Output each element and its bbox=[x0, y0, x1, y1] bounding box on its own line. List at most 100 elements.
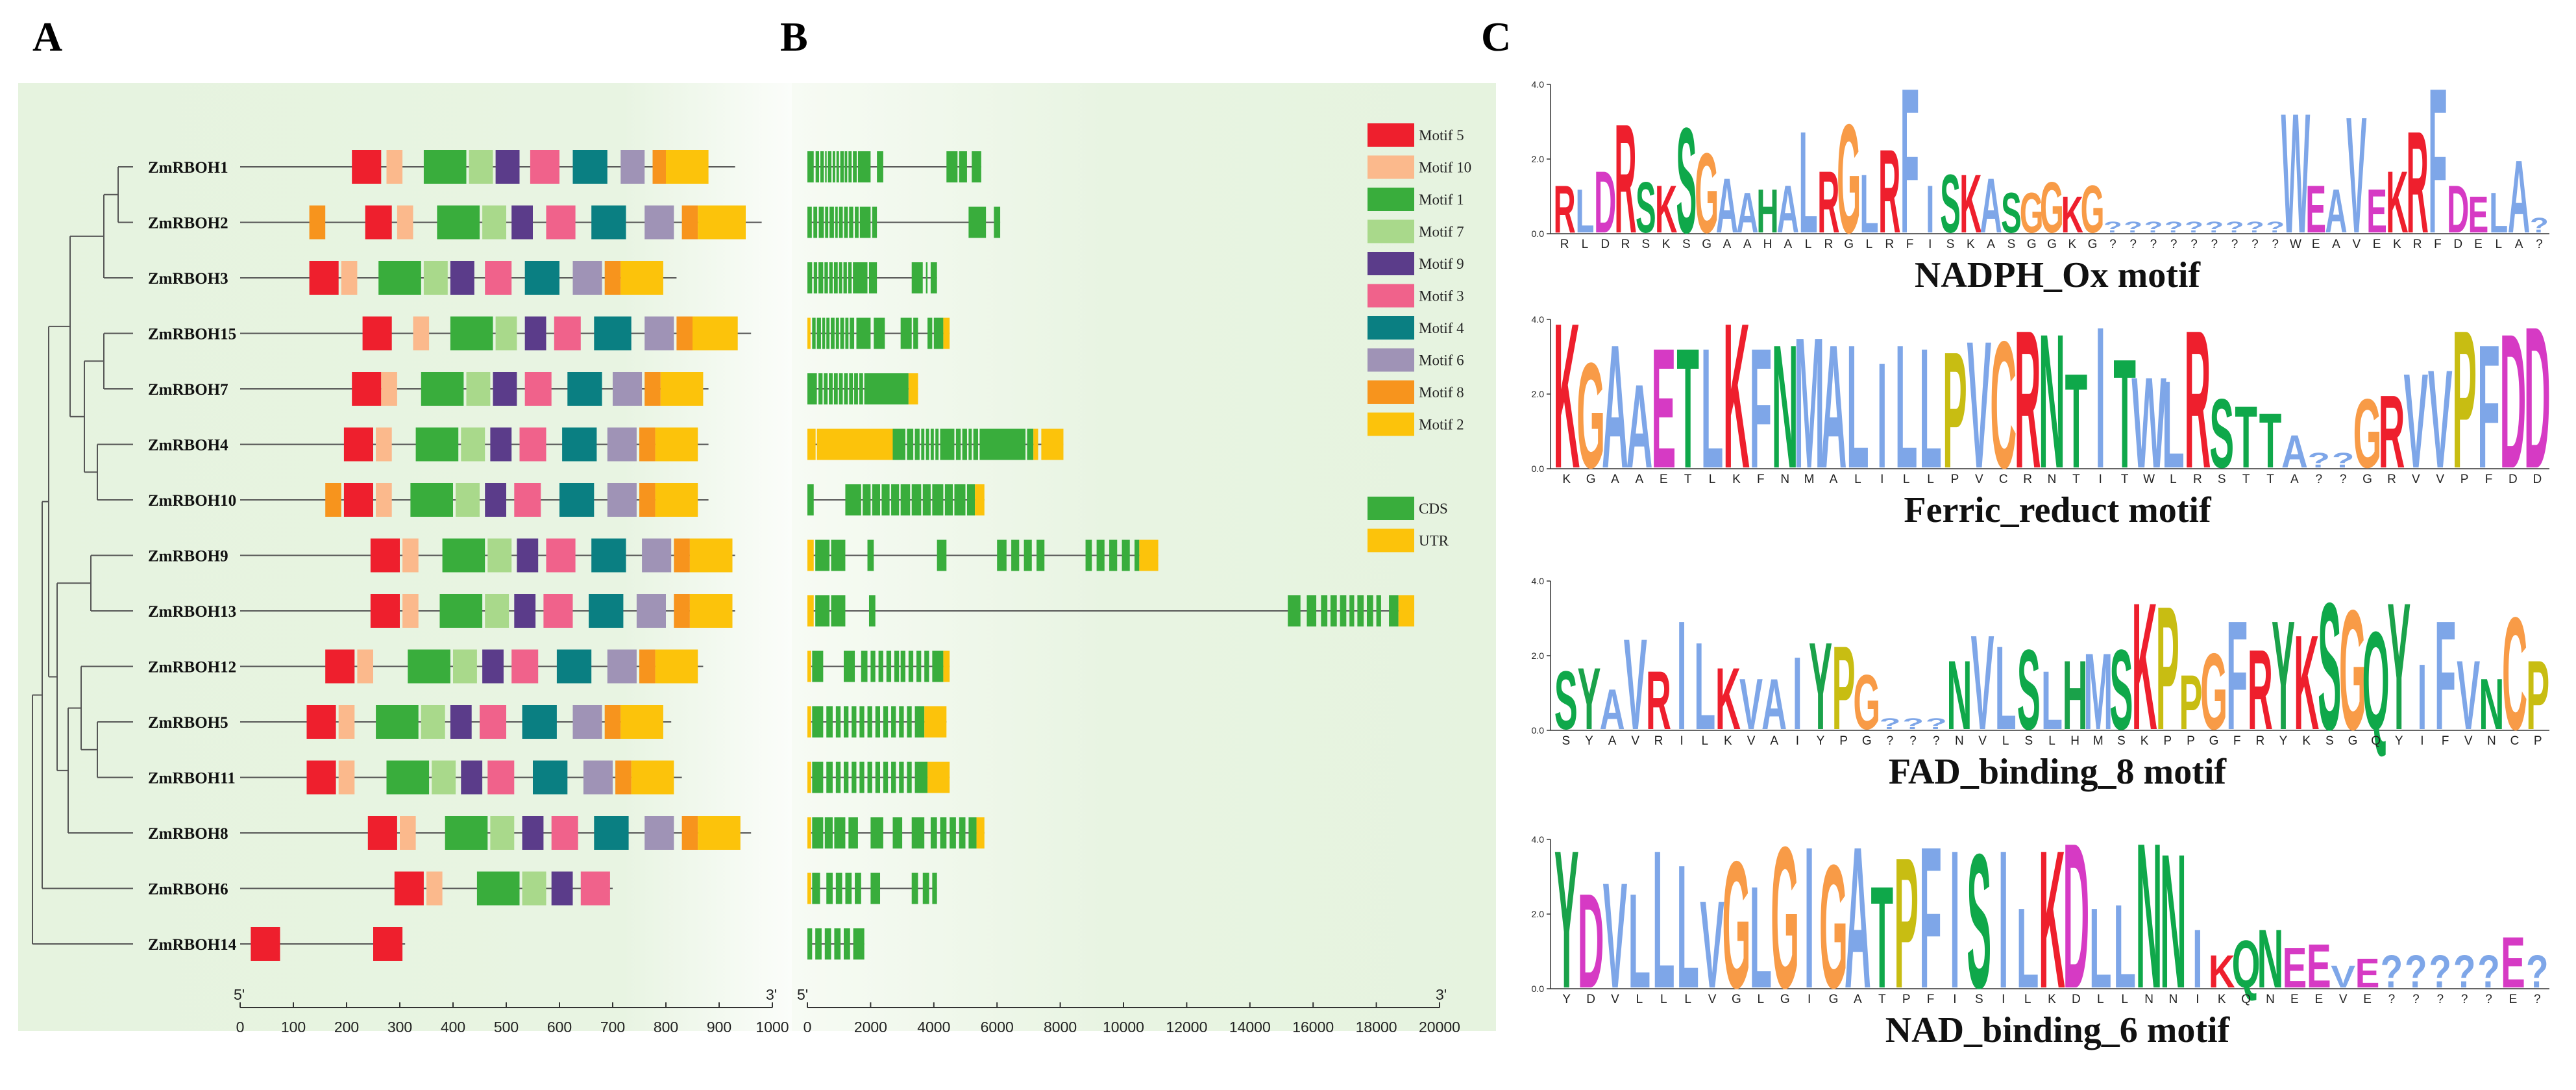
logo-consensus-letter: G bbox=[1586, 473, 1596, 486]
logo-consensus-letter: K bbox=[1967, 238, 1975, 251]
cds-block bbox=[899, 706, 904, 737]
legend-swatch-motif2 bbox=[1368, 412, 1414, 436]
axis_a-tick-label: 300 bbox=[387, 1019, 412, 1035]
motif-box-motif4 bbox=[594, 316, 632, 351]
gene-label: ZmRBOH5 bbox=[148, 714, 228, 732]
cds-block bbox=[1366, 595, 1373, 626]
motif-box-motif8 bbox=[604, 261, 621, 295]
motif-box-motif6 bbox=[607, 427, 637, 462]
axis_b-tick-label: 6000 bbox=[981, 1019, 1014, 1035]
cds-block bbox=[875, 706, 881, 737]
logo-letter: ? bbox=[2185, 218, 2203, 236]
logo-consensus-letter: F bbox=[2233, 734, 2241, 748]
logo-letter: G bbox=[2020, 180, 2044, 244]
legend-label-motif3: Motif 3 bbox=[1419, 288, 1464, 304]
cds-block bbox=[845, 484, 861, 515]
logo-letter: L bbox=[2113, 880, 2136, 1013]
motif-box-motif10 bbox=[357, 649, 373, 684]
cds-block bbox=[881, 484, 890, 515]
motif-box-motif10 bbox=[402, 594, 419, 628]
cds-block bbox=[833, 262, 838, 293]
logo-consensus-letter: F bbox=[2485, 473, 2493, 486]
cds-block bbox=[807, 484, 814, 515]
logo-consensus-letter: V bbox=[1631, 734, 1639, 748]
logo-consensus-letter: E bbox=[1660, 473, 1668, 486]
logo-letter: ? bbox=[2453, 945, 2476, 997]
logo-consensus-letter: ? bbox=[2388, 993, 2396, 1006]
logo-consensus-letter: D bbox=[2072, 993, 2081, 1006]
gene-row-zmrboh14: ZmRBOH14 bbox=[148, 927, 865, 961]
utr-block bbox=[807, 317, 811, 349]
cds-block bbox=[946, 151, 958, 182]
cds-block bbox=[877, 151, 883, 182]
logo-letter: S bbox=[2109, 625, 2133, 753]
logo-letter: G bbox=[2040, 167, 2064, 249]
legend-label-cds: CDS bbox=[1419, 501, 1448, 517]
cds-block bbox=[859, 762, 865, 793]
gene-label: ZmRBOH9 bbox=[148, 548, 228, 565]
motif-box-motif9 bbox=[490, 427, 512, 462]
logo-letter: ? bbox=[2165, 218, 2183, 236]
gene-row-zmrboh9: ZmRBOH9 bbox=[148, 538, 1159, 573]
cds-block bbox=[966, 484, 975, 515]
motif-box-motif6 bbox=[572, 705, 602, 739]
logo-consensus-letter: V bbox=[1611, 993, 1619, 1006]
motif-box-motif4 bbox=[594, 816, 629, 850]
motif-box-motif7 bbox=[522, 871, 546, 906]
cds-block bbox=[852, 762, 857, 793]
cds-block bbox=[1027, 428, 1034, 460]
logo-letter: S bbox=[1967, 814, 1991, 1029]
logo-letter: F bbox=[2435, 588, 2456, 762]
logo-consensus-letter: T bbox=[2072, 473, 2080, 486]
motif-box-motif1 bbox=[421, 372, 464, 406]
logo-letter: ? bbox=[2381, 945, 2403, 997]
motif-box-motif3 bbox=[485, 261, 512, 295]
cds-block bbox=[1340, 595, 1347, 626]
cds-block bbox=[835, 762, 841, 793]
logo-letter: D bbox=[2524, 285, 2551, 511]
cds-block bbox=[857, 151, 871, 182]
motif-box-motif8 bbox=[676, 316, 693, 351]
motif-box-motif2 bbox=[693, 316, 738, 351]
logo-letter: G bbox=[2353, 379, 2382, 489]
cds-block bbox=[959, 817, 966, 848]
motif-box-motif10 bbox=[338, 705, 355, 739]
logo-letter: S bbox=[2001, 180, 2022, 244]
cds-block bbox=[807, 373, 817, 404]
logo-consensus-letter: R bbox=[1885, 238, 1894, 251]
logo-consensus-letter: P bbox=[2534, 734, 2542, 748]
motif-box-motif5 bbox=[394, 871, 424, 906]
legend-swatch-motif1 bbox=[1368, 188, 1414, 211]
cds-block bbox=[843, 262, 847, 293]
legend-swatch-motif9 bbox=[1368, 252, 1414, 275]
logo-letter: ? bbox=[2226, 218, 2244, 236]
logo-consensus-letter: L bbox=[1684, 993, 1691, 1006]
logo-letter: P bbox=[1894, 818, 1919, 1027]
logo-consensus-letter: V bbox=[2339, 993, 2348, 1006]
logo-letter: N bbox=[1772, 308, 1798, 506]
cds-block bbox=[1096, 539, 1105, 571]
legend-swatch-utr bbox=[1368, 528, 1414, 552]
cds-block bbox=[1109, 539, 1118, 571]
logo-consensus-letter: E bbox=[2314, 993, 2323, 1006]
logo-letter: H bbox=[1756, 177, 1778, 246]
logo-letter: N bbox=[2136, 799, 2163, 1032]
cds-block bbox=[872, 206, 877, 238]
motif-box-motif1 bbox=[437, 205, 480, 240]
logo-letter: W bbox=[2281, 79, 2311, 269]
logo-letter: K bbox=[2039, 810, 2065, 1030]
cds-block bbox=[824, 373, 828, 404]
logo-consensus-letter: L bbox=[2495, 238, 2502, 251]
logo-letter: V bbox=[2403, 346, 2428, 497]
logo-consensus-letter: E bbox=[2509, 993, 2518, 1006]
legend-label-motif8: Motif 8 bbox=[1419, 384, 1464, 401]
logo-consensus-letter: S bbox=[2025, 734, 2033, 748]
logo-letter: G bbox=[2081, 172, 2105, 247]
logo-consensus-letter: H bbox=[2070, 734, 2079, 748]
logo-letter: ? bbox=[2477, 945, 2500, 997]
logo-consensus-letter: A bbox=[1987, 238, 1995, 251]
cds-block bbox=[868, 595, 876, 626]
logo-consensus-letter: R bbox=[2255, 734, 2264, 748]
motif-box-motif7 bbox=[453, 649, 477, 684]
cds-block bbox=[927, 317, 933, 349]
